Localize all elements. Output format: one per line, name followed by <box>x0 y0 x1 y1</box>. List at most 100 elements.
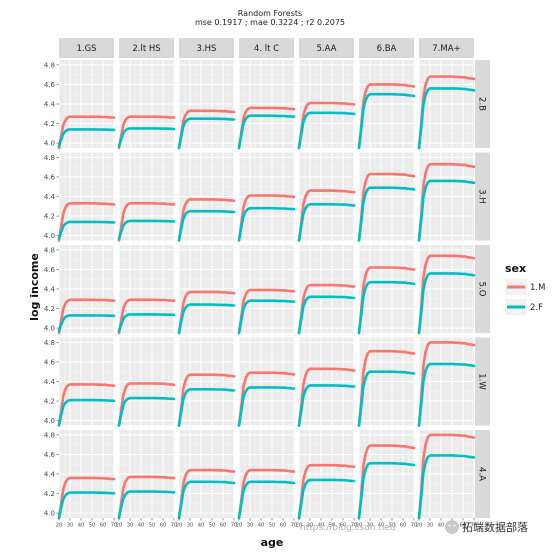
series-line-1.M <box>177 468 236 520</box>
series-line-2.F <box>117 490 176 520</box>
facet-panel <box>177 245 236 335</box>
facet-panel <box>177 60 236 150</box>
facet-panel <box>417 152 476 242</box>
series-line-1.M <box>57 115 116 150</box>
series-line-1.M <box>117 298 176 335</box>
row-strip <box>475 60 490 148</box>
series-line-2.F <box>117 127 176 148</box>
col-strip-label: 4. lt C <box>254 44 279 54</box>
facet-panel <box>57 60 116 150</box>
series-line-1.M <box>57 298 116 335</box>
facet-panel <box>297 152 356 242</box>
x-tick-label: 60 <box>160 523 167 529</box>
series-line-1.M <box>297 283 356 335</box>
row-strip-label: 4.A <box>477 467 487 481</box>
row-strip <box>475 430 490 518</box>
x-tick-label: 30 <box>187 523 194 529</box>
y-tick-label: 4.2 <box>44 120 55 128</box>
x-tick-label: 30 <box>67 523 74 529</box>
facet-panel <box>117 245 176 335</box>
col-strip <box>119 38 174 58</box>
series-line-2.F <box>117 396 176 427</box>
facet-panel <box>57 152 116 242</box>
y-tick-label: 4.8 <box>44 339 55 347</box>
series-line-2.F <box>297 478 356 520</box>
facet-panel <box>237 152 296 242</box>
col-strip-label: 3.HS <box>197 44 217 54</box>
series-line-2.F <box>237 114 296 150</box>
series-line-1.M <box>417 75 476 150</box>
x-tick-label: 70 <box>471 523 478 529</box>
series-line-1.M <box>57 476 116 520</box>
series-line-1.M <box>357 83 416 150</box>
series-line-1.M <box>117 115 176 150</box>
row-strip-label: 3.H <box>477 189 487 204</box>
col-strip-label: 1.GS <box>76 44 96 54</box>
y-tick-label: 4.8 <box>44 154 55 162</box>
series-line-1.M <box>417 162 476 242</box>
legend: sex 1.M 2.F <box>505 262 545 315</box>
y-tick-label: 4.8 <box>44 61 55 69</box>
series-line-1.M <box>297 101 356 150</box>
series-line-2.F <box>357 92 416 150</box>
x-tick-label: 70 <box>291 523 298 529</box>
x-tick-label: 60 <box>400 523 407 529</box>
facet-panel <box>117 152 176 242</box>
series-line-1.M <box>237 194 296 242</box>
series-line-2.F <box>357 461 416 520</box>
series-line-2.F <box>117 313 176 333</box>
chart-subtitle: mse 0.1917 ; mae 0.3224 ; r2 0.2075 <box>195 18 345 27</box>
y-tick-label: 4.0 <box>44 325 55 333</box>
facet-panel <box>177 152 236 242</box>
x-tick-label: 40 <box>138 523 145 529</box>
series-line-1.M <box>177 373 236 427</box>
y-tick-label: 4.8 <box>44 246 55 254</box>
y-tick-label: 4.4 <box>44 101 56 109</box>
series-line-2.F <box>57 398 116 427</box>
series-line-1.M <box>177 109 236 150</box>
series-line-1.M <box>417 254 476 335</box>
facet-panel <box>357 60 416 150</box>
facet-panel <box>117 337 176 427</box>
x-tick-label: 30 <box>307 523 314 529</box>
series-line-2.F <box>57 314 116 333</box>
series-line-1.M <box>297 463 356 520</box>
row-strip-label: 5.O <box>477 282 487 297</box>
x-tick-label: 50 <box>209 523 216 529</box>
y-tick-label: 4.8 <box>44 431 55 439</box>
series-line-2.F <box>357 370 416 427</box>
facet-panel <box>57 245 116 335</box>
y-tick-label: 4.6 <box>44 266 56 274</box>
series-line-2.F <box>237 480 296 520</box>
watermark-url: https://blog.csdn.net/ <box>300 523 397 533</box>
facet-panel <box>357 245 416 335</box>
series-line-2.F <box>297 384 356 427</box>
series-line-1.M <box>237 106 296 150</box>
series-line-2.F <box>177 117 236 150</box>
x-tick-label: 70 <box>171 523 178 529</box>
series-line-2.F <box>177 303 236 335</box>
x-tick-label: 30 <box>127 523 134 529</box>
facet-panel <box>237 60 296 150</box>
col-strip <box>59 38 114 58</box>
series-line-2.F <box>57 128 116 148</box>
series-line-1.M <box>237 288 296 335</box>
series-line-2.F <box>357 186 416 242</box>
y-tick-label: 4.4 <box>44 471 56 479</box>
y-tick-label: 4.6 <box>44 451 56 459</box>
facet-panels: 1.GS 2.lt HS 3.HS 4. lt C 5.AA 6.BA 7.MA+ 2.B 3.… <box>57 38 490 520</box>
x-tick-label: 30 <box>367 523 374 529</box>
series-line-2.F <box>117 219 176 241</box>
series-line-1.M <box>417 433 476 520</box>
col-strip <box>239 38 294 58</box>
series-line-1.M <box>237 468 296 520</box>
series-line-1.M <box>357 266 416 335</box>
series-line-2.F <box>357 280 416 335</box>
series-line-2.F <box>417 87 476 150</box>
wechat-icon <box>445 520 459 534</box>
y-axis-title: log income <box>28 253 41 321</box>
x-tick-label: 40 <box>78 523 85 529</box>
series-line-2.F <box>417 362 476 427</box>
series-line-2.F <box>417 454 476 520</box>
